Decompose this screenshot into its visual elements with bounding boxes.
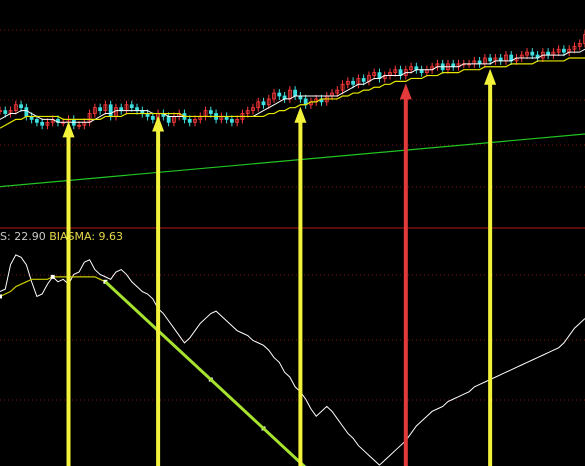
candle-body [41,122,44,125]
candle-body [130,105,133,108]
candle-body [35,119,38,122]
signal-arrow-head-4 [484,69,496,85]
candle-body [25,108,28,117]
price-panel [0,31,585,187]
bias-panel [0,255,585,466]
downtrend-line [105,282,305,466]
trend-green-line [0,134,585,187]
candle-body [352,81,355,84]
candle-body [230,119,233,122]
candle-body [188,119,191,122]
candle-body [151,116,154,119]
candle-body [99,108,102,111]
candle-body [489,58,492,61]
biasma-marker [0,294,2,298]
indicator-readout: S: 22.90 BIASMA: 9.63 [0,230,123,244]
candle-body [209,111,212,114]
biasma-marker [51,275,55,279]
biasma-label: BIASMA: [49,230,95,243]
candle-body [531,52,534,55]
candle-body [562,49,565,52]
candle-body [278,93,281,96]
candle-body [4,111,7,114]
candle-body [167,116,170,122]
bias-label: S: [0,230,11,243]
candle-body [20,105,23,108]
grid-lines [0,30,585,400]
candle-body [362,78,365,81]
bias-line [0,255,585,465]
signal-arrow-head-2 [294,107,306,123]
candle-body [109,105,112,117]
bias-value: 22.90 [14,230,46,243]
biasma-line [0,277,585,466]
signal-arrows [63,69,497,466]
candle-body [294,90,297,96]
biasma-value: 9.63 [99,230,124,243]
candle-body [262,102,265,105]
signal-arrow-head-3 [400,83,412,99]
